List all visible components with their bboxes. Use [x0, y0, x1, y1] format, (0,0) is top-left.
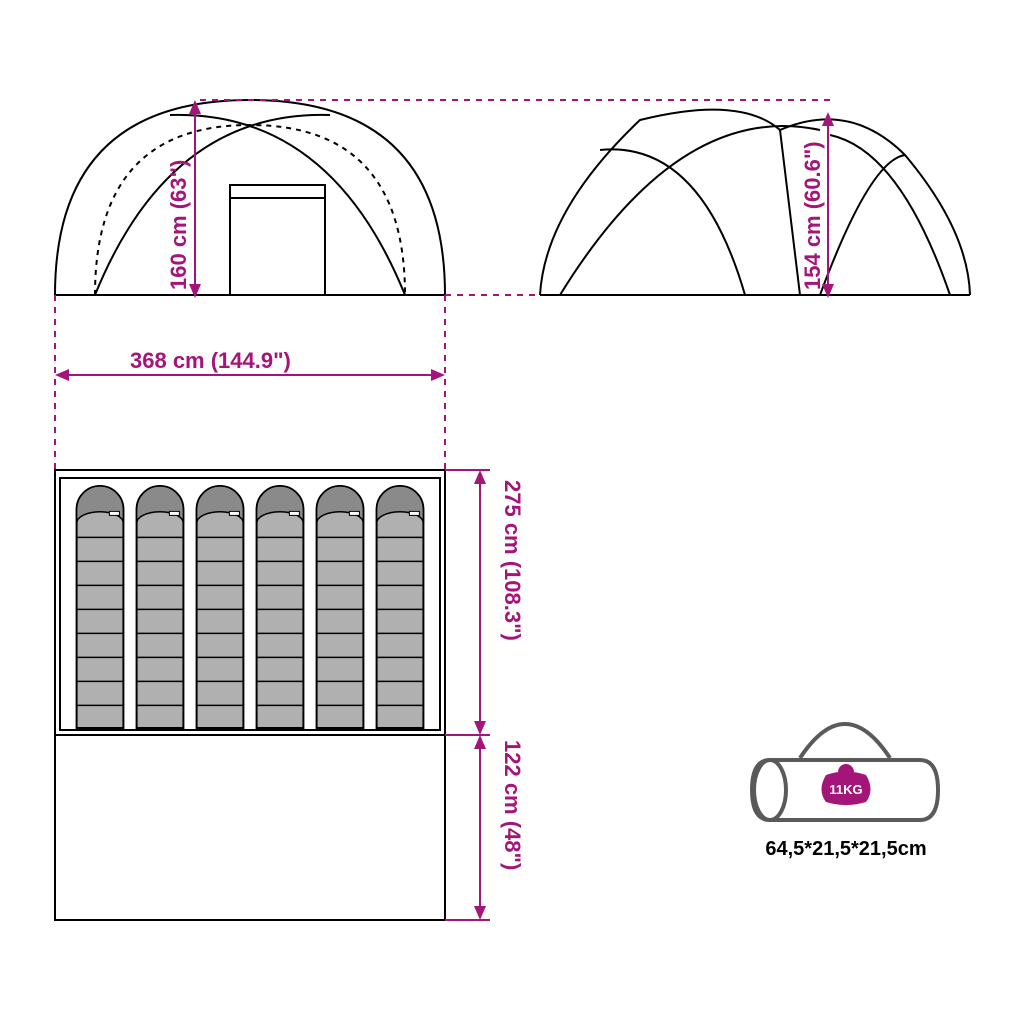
dim-height-front: 160 cm (63")	[166, 100, 201, 298]
sleeping-bags	[77, 486, 424, 728]
sleeping-bag	[197, 486, 244, 728]
dim-depth: 275 cm (108.3") 122 cm (48")	[445, 470, 525, 920]
dim-height-side-label: 154 cm (60.6")	[800, 141, 825, 290]
dim-height-side: 154 cm (60.6")	[800, 112, 834, 298]
weight-label: 11KG	[829, 782, 862, 797]
sleeping-bag	[317, 486, 364, 728]
sleeping-bag	[377, 486, 424, 728]
dim-depth-total-label: 275 cm (108.3")	[500, 480, 525, 641]
sleeping-bag	[137, 486, 184, 728]
carry-bag: 11KG 64,5*21,5*21,5cm	[752, 724, 938, 860]
dim-width: 368 cm (144.9")	[55, 295, 445, 470]
dim-width-label: 368 cm (144.9")	[130, 348, 291, 373]
dim-depth-vestibule-label: 122 cm (48")	[500, 740, 525, 870]
sleeping-bag	[257, 486, 304, 728]
tent-dimension-diagram: 160 cm (63") 154 cm (60.6") 368 cm (144.…	[0, 0, 1024, 1024]
tent-side-view	[540, 110, 970, 295]
dim-height-front-label: 160 cm (63")	[166, 160, 191, 290]
carry-bag-size-label: 64,5*21,5*21,5cm	[765, 838, 926, 860]
weight-badge: 11KG	[822, 764, 871, 805]
sleeping-bag	[77, 486, 124, 728]
tent-front-view	[55, 100, 445, 295]
